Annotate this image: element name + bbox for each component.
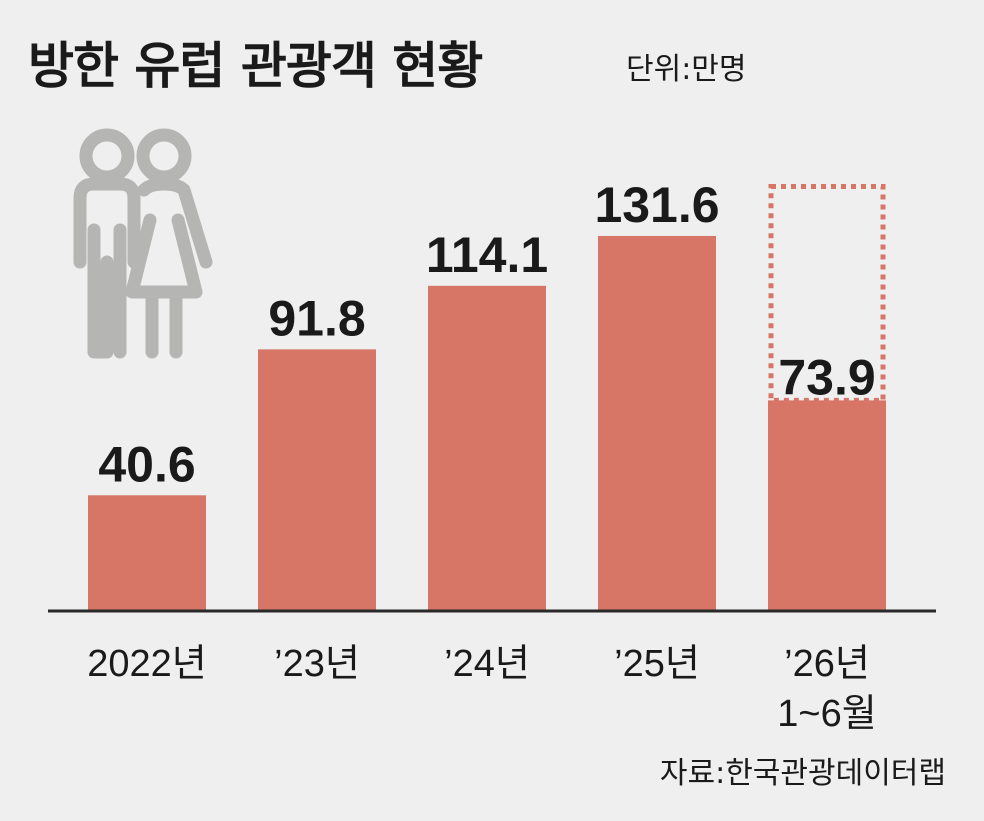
bar-0 [88, 495, 206, 611]
bar-2 [428, 285, 546, 611]
x-tick-label-0: 2022년 [87, 643, 207, 685]
value-label-0: 40.6 [98, 436, 195, 492]
unit-label: 단위:만명 [626, 52, 747, 87]
source-note: 자료:한국관광데이터랩 [659, 756, 946, 791]
x-tick-label-3: ’25년 [614, 643, 700, 685]
value-label-1: 91.8 [268, 290, 365, 346]
bars [88, 184, 886, 611]
value-labels: 40.6 91.8 114.1 131.6 73.9 [98, 177, 875, 492]
projection-outline [768, 184, 886, 403]
x-tick-labels: 2022년 ’23년 ’24년 ’25년 ’26년 1~6월 [87, 643, 876, 735]
value-label-3: 131.6 [594, 177, 719, 233]
people-icon [73, 128, 213, 359]
value-label-2: 114.1 [426, 227, 548, 283]
x-tick-label-2: ’24년 [444, 643, 530, 685]
chart-title: 방한 유럽 관광객 현황 [28, 37, 483, 95]
value-label-4: 73.9 [778, 349, 875, 405]
bar-4 [768, 400, 886, 611]
x-tick-label-1: ’23년 [274, 643, 360, 685]
x-tick-label-4-1: 1~6월 [777, 693, 876, 735]
bar-1 [258, 349, 376, 611]
x-tick-label-4-0: ’26년 [784, 643, 870, 685]
bar-3 [598, 235, 716, 611]
